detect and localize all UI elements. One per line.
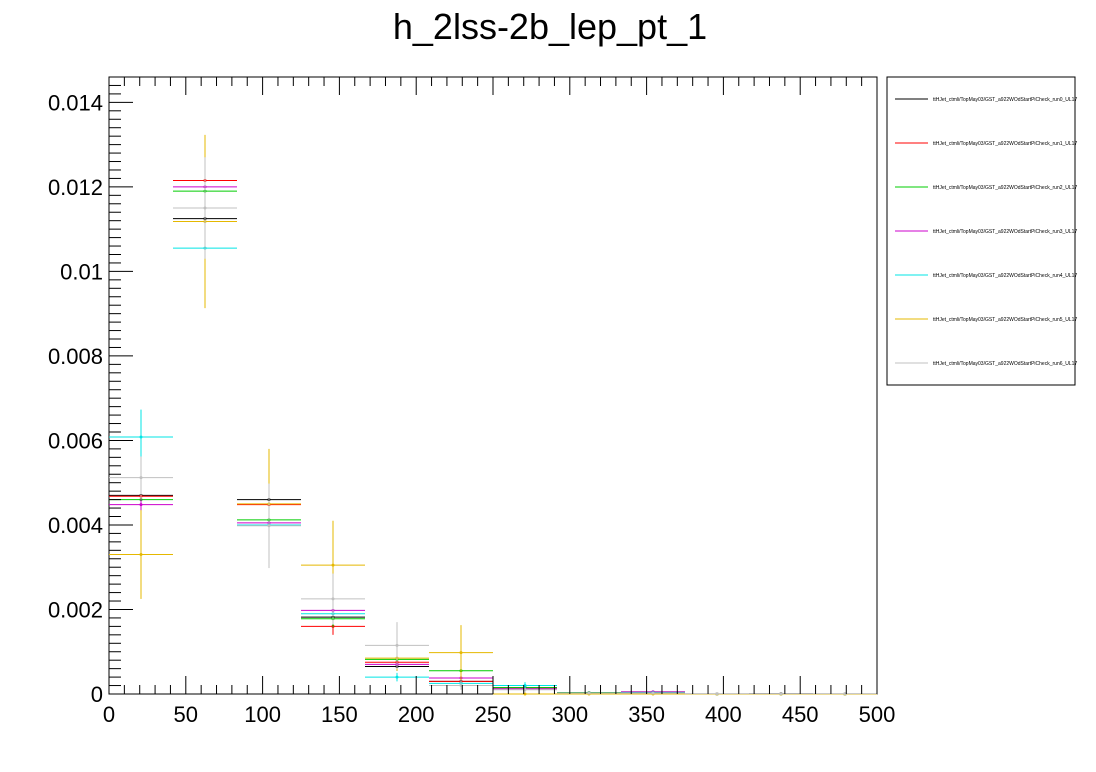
data-point [139,553,143,557]
plot-frame [108,76,878,695]
legend-label: ttHJet_ctmli/TopMay03/GST_a922WOdStartPi… [933,361,1077,367]
y-tick-label: 0.01 [60,259,103,284]
y-tick-label: 0.008 [48,344,103,369]
data-point [523,684,527,688]
data-point [267,524,271,528]
data-point [715,692,719,696]
legend-label: ttHJet_ctmli/TopMay03/GST_a922WOdStartPi… [933,141,1077,147]
data-point [139,435,143,439]
chart-title: h_2lss-2b_lep_pt_1 [393,6,707,47]
x-tick-label: 100 [244,702,281,727]
x-tick-label: 200 [398,702,435,727]
data-point [139,503,143,507]
legend-label: ttHJet_ctmli/TopMay03/GST_a922WOdStartPi… [933,229,1077,235]
series-4 [109,222,877,696]
series-3 [109,165,877,696]
y-tick-label: 0.004 [48,513,103,538]
x-tick-label: 350 [628,702,665,727]
legend-label: ttHJet_ctmli/TopMay03/GST_a922WOdStartPi… [933,317,1077,323]
data-point [523,692,527,696]
x-tick-label: 300 [551,702,588,727]
data-point [331,597,335,601]
x-tick-label: 50 [174,702,198,727]
y-tick-label: 0.012 [48,175,103,200]
series-2 [109,169,877,696]
x-tick-label: 0 [103,702,115,727]
data-point [587,691,591,695]
series-0 [109,197,877,696]
y-axis: 0 0.002 0.004 0.006 0.008 0.01 0.012 0.014 [48,76,133,707]
y-tick-label: 0.002 [48,597,103,622]
legend-label: ttHJet_ctmli/TopMay03/GST_a922WOdStartPi… [933,273,1077,279]
data-point [395,675,399,679]
y-tick-label: 0 [91,682,103,707]
data-point [395,643,399,647]
series-6 [109,157,877,696]
data-point [203,206,207,210]
data-point [651,691,655,695]
data-point [523,688,527,692]
series-1 [109,159,877,696]
data-point [139,476,143,480]
x-tick-label: 500 [859,702,896,727]
data-point [843,692,847,696]
y-tick-label: 0.006 [48,428,103,453]
legend-label: ttHJet_ctmli/TopMay03/GST_a922WOdStartPi… [933,97,1077,103]
data-point [779,692,783,696]
x-tick-label: 150 [321,702,358,727]
legend: ttHJet_ctmli/TopMay03/GST_a922WOdStartPi… [895,97,1077,367]
x-tick-label: 400 [705,702,742,727]
histogram-bars [109,134,877,696]
x-tick-label: 450 [782,702,819,727]
x-tick-label: 250 [475,702,512,727]
data-point [459,684,463,688]
data-point [331,563,335,567]
data-point [459,651,463,655]
y-tick-label: 0.014 [48,90,103,115]
legend-label: ttHJet_ctmli/TopMay03/GST_a922WOdStartPi… [933,185,1077,191]
x-axis: 0 50 100 150 200 250 300 350 400 450 500 [103,77,895,727]
